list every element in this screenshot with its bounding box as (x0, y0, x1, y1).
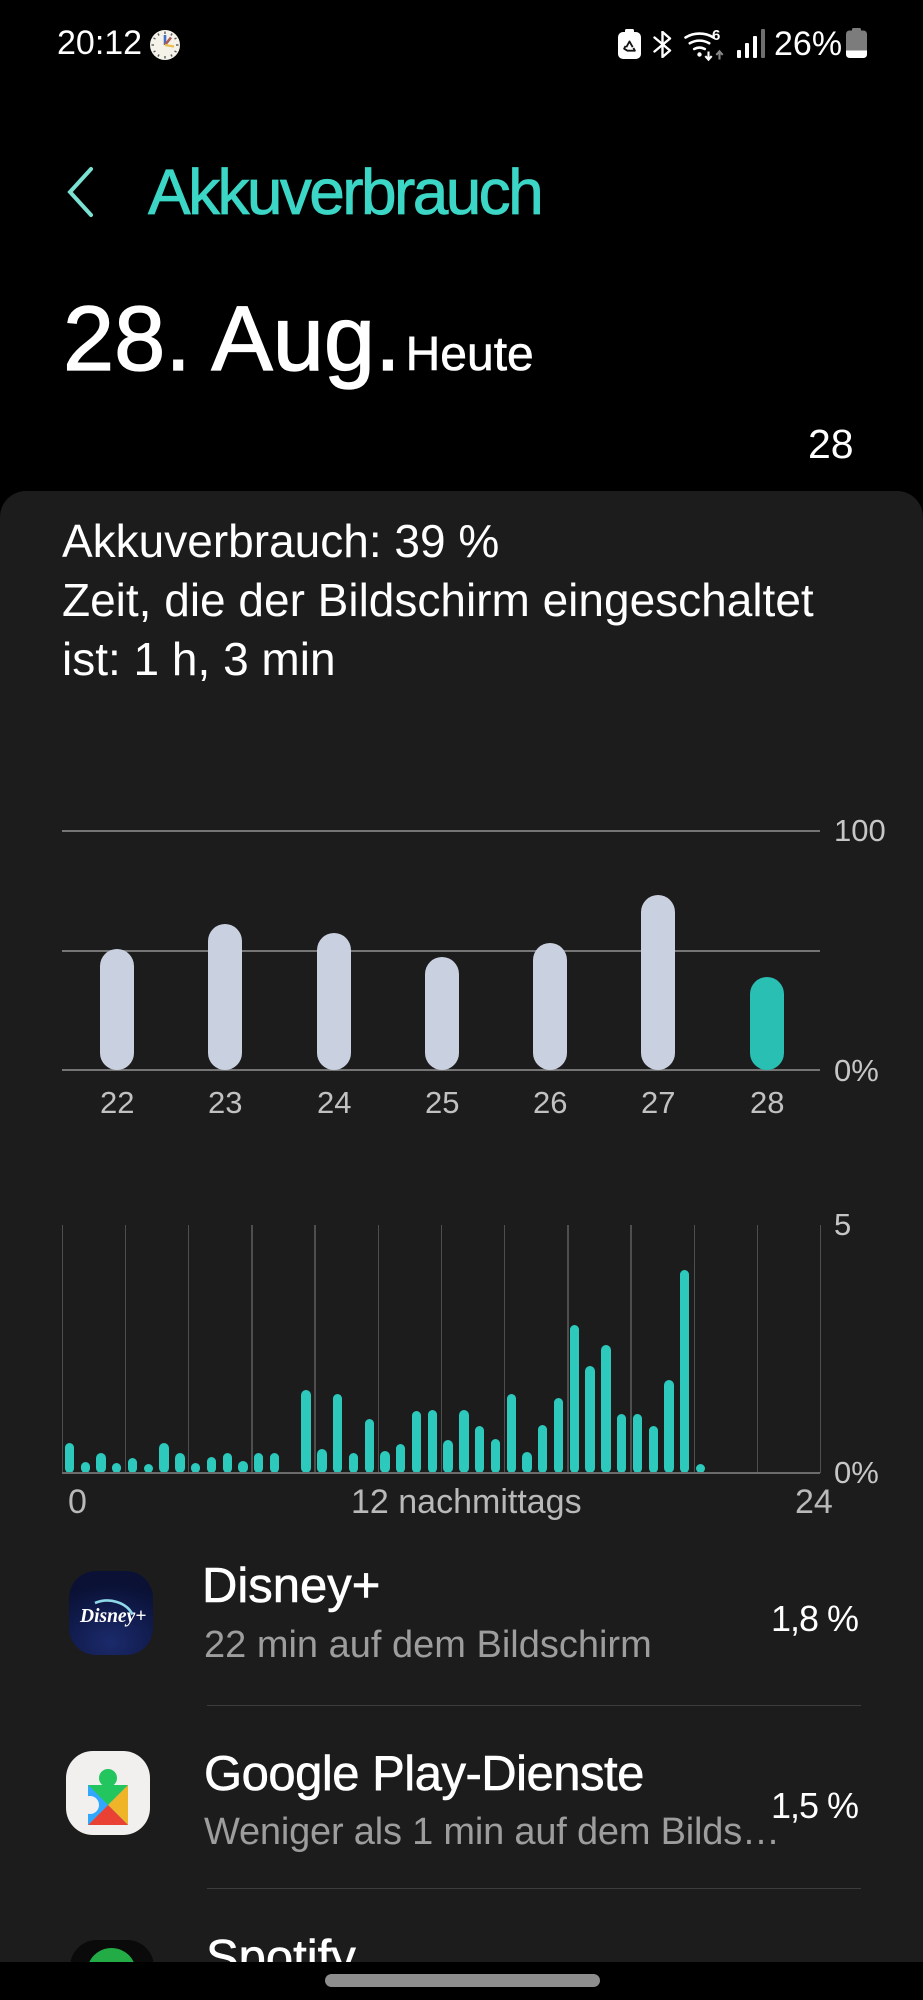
svg-text:Disney+: Disney+ (79, 1606, 146, 1627)
svg-text:6: 6 (712, 27, 720, 44)
